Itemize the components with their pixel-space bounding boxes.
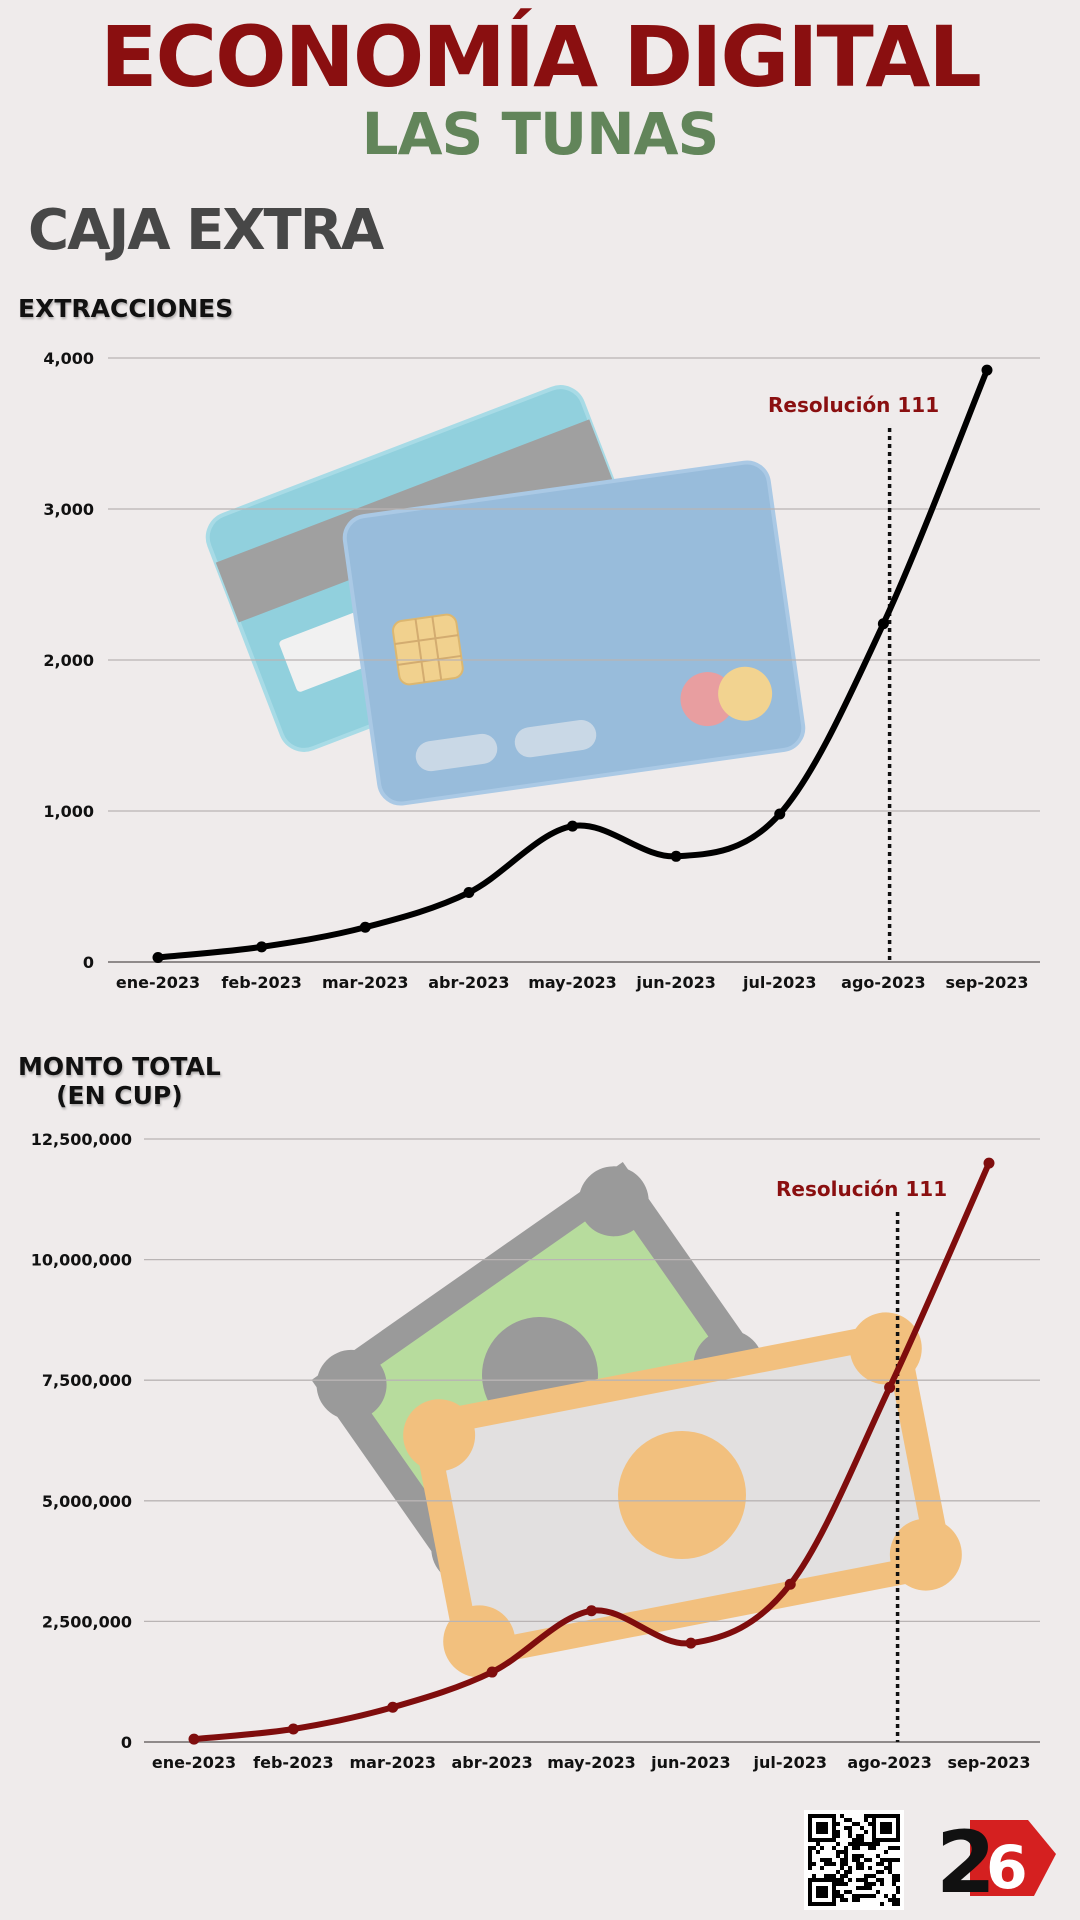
c2-xtick-label: feb-2023 bbox=[253, 1753, 333, 1772]
c1-data-point bbox=[774, 808, 786, 820]
c2-data-point bbox=[685, 1637, 697, 1649]
c2-data-point bbox=[287, 1723, 299, 1735]
svg-text:2: 2 bbox=[936, 1818, 996, 1898]
c2-ytick-label: 7,500,000 bbox=[42, 1371, 132, 1390]
credit-cards-illustration bbox=[205, 385, 806, 806]
c2-data-point bbox=[486, 1666, 498, 1678]
chart1-title: EXTRACCIONES bbox=[18, 294, 234, 323]
c1-data-point bbox=[256, 941, 268, 953]
c2-annotation-label: Resolución 111 bbox=[776, 1177, 947, 1201]
c1-ytick-label: 3,000 bbox=[43, 500, 94, 519]
svg-text:6: 6 bbox=[986, 1833, 1028, 1898]
chart2-title: MONTO TOTAL (EN CUP) bbox=[18, 1052, 221, 1110]
c1-ytick-label: 1,000 bbox=[43, 802, 94, 821]
c2-data-point bbox=[188, 1733, 200, 1745]
c1-xtick-label: jun-2023 bbox=[635, 973, 715, 992]
c2-data-point bbox=[983, 1157, 995, 1169]
c2-xtick-label: ene-2023 bbox=[152, 1753, 236, 1772]
c1-data-point bbox=[359, 921, 371, 933]
c1-ytick-label: 2,000 bbox=[43, 651, 94, 670]
c2-xtick-label: jul-2023 bbox=[752, 1753, 827, 1772]
c2-xtick-label: jun-2023 bbox=[650, 1753, 730, 1772]
c2-xtick-label: mar-2023 bbox=[349, 1753, 436, 1772]
c1-ytick-label: 4,000 bbox=[43, 349, 94, 368]
c2-ytick-label: 12,500,000 bbox=[31, 1130, 132, 1149]
c1-data-point bbox=[670, 850, 682, 862]
c1-data-point bbox=[152, 951, 164, 963]
c1-annotation-label: Resolución 111 bbox=[768, 393, 939, 417]
tiempo21-logo: 2 6 bbox=[936, 1818, 1056, 1898]
c1-xtick-label: ene-2023 bbox=[116, 973, 200, 992]
page-subtitle: LAS TUNAS bbox=[361, 100, 720, 168]
banknotes-illustration bbox=[311, 1161, 962, 1678]
page-title: ECONOMÍA DIGITAL bbox=[100, 8, 982, 106]
c1-data-point bbox=[877, 618, 889, 630]
c1-xtick-label: may-2023 bbox=[528, 973, 617, 992]
c2-ytick-label: 0 bbox=[121, 1733, 132, 1752]
c2-xtick-label: ago-2023 bbox=[847, 1753, 931, 1772]
c1-xtick-label: ago-2023 bbox=[841, 973, 925, 992]
c1-xtick-label: mar-2023 bbox=[322, 973, 409, 992]
c1-xtick-label: abr-2023 bbox=[428, 973, 509, 992]
c1-data-point bbox=[463, 887, 475, 899]
c2-xtick-label: abr-2023 bbox=[451, 1753, 532, 1772]
c1-ytick-label: 0 bbox=[83, 953, 94, 972]
section-title: CAJA EXTRA bbox=[28, 198, 384, 263]
c2-data-point bbox=[784, 1578, 796, 1590]
c2-ytick-label: 5,000,000 bbox=[42, 1492, 132, 1511]
c1-xtick-label: sep-2023 bbox=[946, 973, 1029, 992]
c2-xtick-label: may-2023 bbox=[547, 1753, 636, 1772]
c1-data-point bbox=[567, 820, 578, 832]
c2-ytick-label: 10,000,000 bbox=[31, 1251, 132, 1270]
c2-xtick-label: sep-2023 bbox=[948, 1753, 1031, 1772]
c1-xtick-label: jul-2023 bbox=[742, 973, 817, 992]
monto-total-chart: 0 2,500,000 5,000,000 7,500,000 10,000,000 12… bbox=[31, 1130, 1040, 1772]
c2-data-point bbox=[586, 1605, 597, 1617]
c1-xtick-label: feb-2023 bbox=[221, 973, 301, 992]
c2-ytick-label: 2,500,000 bbox=[42, 1612, 132, 1631]
extracciones-chart: 0 1,000 2,000 3,000 4,000 ene-2023 feb-2023 ma… bbox=[43, 349, 1040, 992]
c1-data-point bbox=[981, 364, 993, 376]
c2-data-point bbox=[884, 1381, 896, 1393]
qr-code-icon bbox=[804, 1810, 904, 1910]
c2-data-point bbox=[387, 1701, 399, 1713]
